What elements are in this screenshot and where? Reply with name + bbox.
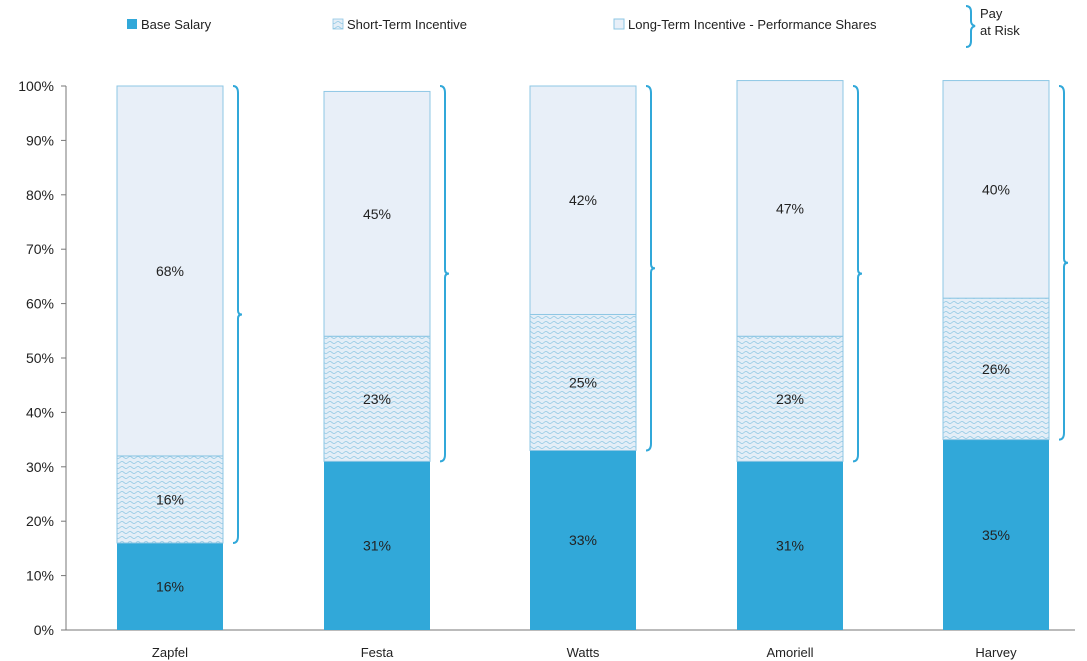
bar-segment-short-term-incentive	[942, 297, 1050, 441]
y-tick-label: 30%	[26, 459, 54, 475]
legend: Base Salary Short-Term Incentive Long-Te…	[127, 5, 1020, 48]
bar-segment-long-term-incentive	[736, 80, 844, 337]
y-tick-label: 80%	[26, 187, 54, 203]
plot-area: 16% 16% 68% 31% 23% 45% 33% 25% 42% 31% 23% 47% 35% 2…	[116, 80, 1069, 630]
legend-bracket-icon	[965, 5, 976, 48]
legend-label-base-salary: Base Salary	[141, 17, 212, 32]
bar-segment-short-term-incentive	[736, 335, 844, 462]
data-label: 42%	[569, 192, 597, 208]
data-label: 33%	[569, 532, 597, 548]
data-label: 26%	[982, 361, 1010, 377]
y-tick-label: 40%	[26, 404, 54, 420]
x-category-label: Amoriell	[767, 645, 814, 660]
legend-label-long-term-incentive: Long-Term Incentive - Performance Shares	[628, 17, 877, 32]
legend-swatch-short-term-incentive	[332, 18, 344, 30]
bar-segment-long-term-incentive	[529, 85, 637, 315]
y-tick-label: 90%	[26, 132, 54, 148]
bar-segment-short-term-incentive	[323, 335, 431, 462]
x-category-label: Zapfel	[152, 645, 188, 660]
pay-at-risk-bracket	[852, 85, 863, 463]
y-tick-label: 70%	[26, 241, 54, 257]
data-label: 31%	[363, 538, 391, 554]
x-axis: Zapfel Festa Watts Amoriell Harvey	[152, 645, 1017, 660]
data-label: 16%	[156, 491, 184, 507]
data-label: 40%	[982, 181, 1010, 197]
bar-segment-base-salary	[324, 461, 430, 630]
y-axis: 0% 10% 20% 30% 40% 50% 60% 70% 80% 90% 100%	[18, 78, 66, 638]
y-tick-label: 60%	[26, 296, 54, 312]
bar-segment-long-term-incentive	[323, 90, 431, 337]
data-label: 45%	[363, 206, 391, 222]
data-label: 25%	[569, 374, 597, 390]
data-label: 23%	[363, 391, 391, 407]
x-category-label: Harvey	[975, 645, 1017, 660]
bar-segment-base-salary	[943, 439, 1049, 630]
data-label: 23%	[776, 391, 804, 407]
pay-at-risk-bracket	[645, 85, 656, 452]
data-label: 47%	[776, 200, 804, 216]
data-label: 68%	[156, 263, 184, 279]
bar-segment-base-salary	[530, 450, 636, 630]
pay-at-risk-bracket	[1058, 85, 1069, 441]
y-tick-label: 0%	[34, 622, 54, 638]
data-label: 16%	[156, 578, 184, 594]
y-tick-label: 20%	[26, 513, 54, 529]
legend-swatch-long-term-incentive	[613, 18, 625, 30]
bar-segment-short-term-incentive	[529, 313, 637, 451]
y-tick-label: 50%	[26, 350, 54, 366]
x-category-label: Festa	[361, 645, 394, 660]
x-category-label: Watts	[567, 645, 600, 660]
bar-segment-short-term-incentive	[116, 455, 224, 544]
data-label: 35%	[982, 527, 1010, 543]
bar-segment-long-term-incentive	[116, 85, 224, 457]
bar-segment-base-salary	[117, 542, 223, 630]
legend-bracket-label-line1: Pay	[980, 6, 1003, 21]
legend-label-short-term-incentive: Short-Term Incentive	[347, 17, 467, 32]
pay-at-risk-bracket	[232, 85, 243, 544]
bar-segment-long-term-incentive	[942, 80, 1050, 299]
legend-swatch-base-salary	[127, 19, 137, 29]
legend-bracket-label-line2: at Risk	[980, 23, 1020, 38]
y-tick-label: 10%	[26, 568, 54, 584]
y-tick-label: 100%	[18, 78, 54, 94]
bar-segment-base-salary	[737, 461, 843, 630]
data-label: 31%	[776, 538, 804, 554]
pay-at-risk-bracket	[439, 85, 450, 463]
